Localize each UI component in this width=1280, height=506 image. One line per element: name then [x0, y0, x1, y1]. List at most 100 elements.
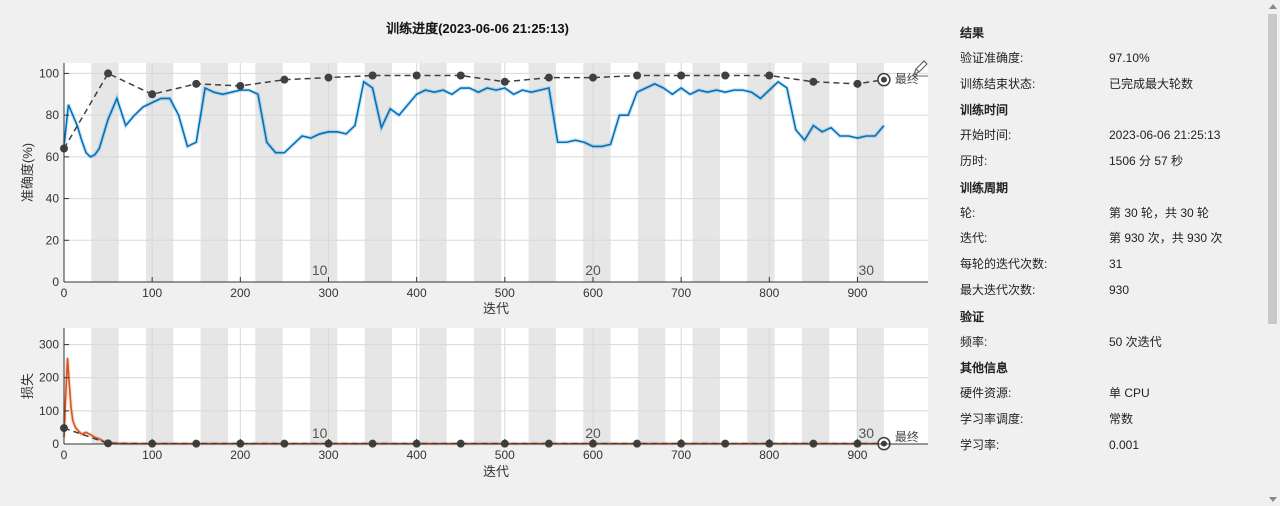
section-title-other: 其他信息 [960, 361, 1009, 376]
x-tick-label: 200 [230, 286, 250, 300]
info-value: 930 [1109, 282, 1130, 297]
x-tick-label: 600 [583, 448, 603, 462]
validation-point [809, 77, 818, 86]
info-key: 历时: [960, 154, 988, 169]
y-tick-label: 100 [39, 66, 59, 80]
info-row-lr-schedule: 学习率调度: 常数 [960, 409, 1260, 435]
epoch-band [473, 328, 502, 444]
x-tick-label: 900 [847, 448, 867, 462]
info-key: 迭代: [960, 231, 988, 246]
training-smoothed-series [63, 80, 885, 158]
info-key: 验证准确度: [960, 51, 1024, 65]
info-key: 每轮的迭代次数: [960, 257, 1048, 272]
epoch-band [801, 63, 830, 282]
epoch-band [583, 63, 611, 282]
y-tick-label: 60 [46, 150, 60, 164]
epoch-band [473, 63, 502, 282]
info-key: 最大迭代次数: [960, 282, 1036, 297]
epoch-band [528, 328, 556, 444]
info-row-end-status: 训练结束状态: 已完成最大轮数 [960, 74, 1260, 100]
validation-point [880, 76, 887, 83]
info-value: 常数 [1109, 411, 1134, 426]
validation-point [765, 71, 774, 80]
epoch-band [91, 63, 119, 282]
x-tick-label: 700 [671, 448, 691, 462]
epoch-band [91, 328, 119, 444]
chart-title: 训练进度(2023-06-06 21:25:13) [386, 21, 569, 36]
validation-point [324, 73, 333, 82]
x-tick-label: 300 [318, 448, 338, 462]
validation-point [192, 79, 201, 88]
info-value: 50 次迭代 [1109, 334, 1162, 349]
info-key: 轮: [960, 205, 976, 220]
validation-point [721, 71, 730, 80]
info-row-elapsed: 历时: 1506 分 57 秒 [960, 151, 1260, 177]
x-tick-label: 900 [847, 286, 867, 300]
x-tick-label: 800 [759, 448, 779, 462]
x-tick-label: 400 [407, 448, 427, 462]
epoch-band [364, 328, 392, 444]
y-tick-label: 0 [52, 275, 59, 289]
scroll-thumb[interactable] [1268, 14, 1277, 324]
final-label: 最终 [895, 71, 919, 86]
epoch-band [692, 328, 720, 444]
epoch-label: 20 [585, 425, 601, 441]
scroll-up-icon[interactable] [1269, 4, 1277, 9]
x-tick-label: 0 [61, 286, 68, 300]
epoch-label: 30 [858, 425, 874, 441]
pen-icon[interactable] [912, 60, 928, 77]
info-value: 0.001 [1109, 437, 1140, 452]
final-label: 最终 [895, 429, 919, 444]
section-title-time: 训练时间 [960, 103, 1009, 118]
validation-point [104, 439, 113, 448]
epoch-band [637, 328, 666, 444]
pen-icon-shape [912, 60, 928, 76]
x-axis-label: 迭代 [483, 464, 509, 479]
validation-point [500, 77, 509, 86]
epoch-band [747, 328, 775, 444]
info-value: 2023-06-06 21:25:13 [1109, 128, 1221, 143]
plot-area: 训练进度(2023-06-06 21:25:13) 10 20 30 最终 0 100 20… [20, 21, 928, 479]
epoch-band [747, 63, 775, 282]
info-value: 31 [1109, 257, 1123, 272]
epoch-band [692, 63, 720, 282]
info-value: 1506 分 57 秒 [1109, 154, 1184, 169]
epoch-band [255, 63, 283, 282]
epoch-band [255, 328, 283, 444]
vertical-scrollbar[interactable] [1266, 0, 1280, 506]
epoch-band [309, 63, 338, 282]
y-tick-label: 100 [39, 404, 59, 418]
info-key: 训练结束状态: [960, 76, 1036, 91]
epoch-label: 30 [858, 262, 874, 278]
x-tick-label: 0 [61, 448, 68, 462]
epoch-band [419, 328, 447, 444]
chart-panel-2: 10 20 30 最终 0 100 200 300 400 500 600 700 800 900 0 100… [20, 328, 928, 479]
x-tick-label: 700 [671, 286, 691, 300]
section-title-cycle: 训练周期 [960, 180, 1009, 195]
x-tick-label: 600 [583, 286, 603, 300]
validation-point [148, 90, 157, 99]
epoch-band [200, 63, 228, 282]
section-title-results: 结果 [960, 26, 985, 40]
info-row-iteration: 迭代: 第 930 次，共 930 次 [960, 228, 1260, 254]
info-value: 第 930 次，共 930 次 [1109, 231, 1223, 246]
info-key: 学习率: [960, 437, 1000, 452]
x-tick-label: 100 [142, 448, 162, 462]
y-tick-label: 300 [39, 338, 59, 352]
x-tick-label: 300 [318, 286, 338, 300]
validation-point [677, 71, 686, 80]
scroll-down-icon[interactable] [1269, 497, 1277, 502]
validation-point [280, 75, 289, 84]
epoch-band [364, 63, 392, 282]
info-row-hardware: 硬件资源: 单 CPU [960, 383, 1260, 409]
x-axis-label: 迭代 [483, 301, 509, 316]
info-value: 已完成最大轮数 [1109, 76, 1194, 91]
validation-point [368, 71, 377, 80]
info-row-val-accuracy: 验证准确度: 97.10% [960, 48, 1260, 74]
info-key: 硬件资源: [960, 386, 1012, 401]
info-row-iters-per-epoch: 每轮的迭代次数: 31 [960, 254, 1260, 280]
y-axis-label: 准确度(%) [20, 143, 35, 202]
epoch-band [801, 328, 830, 444]
epoch-band [583, 328, 611, 444]
